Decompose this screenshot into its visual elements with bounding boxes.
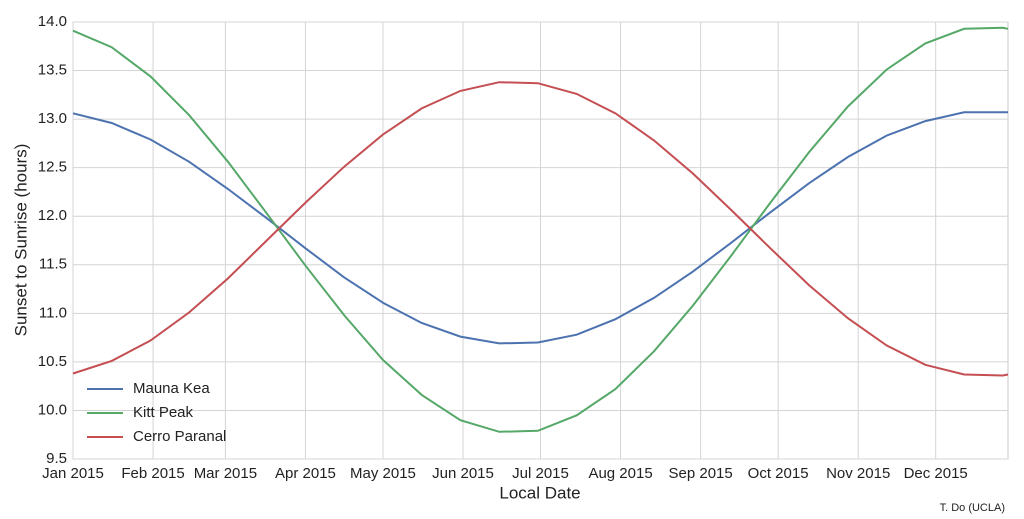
y-tick-label: 14.0 — [38, 13, 67, 30]
x-tick-label: Aug 2015 — [588, 465, 652, 482]
x-tick-label: Jan 2015 — [42, 465, 104, 482]
x-tick-label: Mar 2015 — [194, 465, 257, 482]
legend-label: Cerro Paranal — [133, 428, 226, 445]
y-tick-label: 13.0 — [38, 110, 67, 127]
x-tick-label: Feb 2015 — [121, 465, 184, 482]
y-tick-label: 12.5 — [38, 159, 67, 176]
x-tick-label: Jun 2015 — [432, 465, 494, 482]
y-tick-label: 12.0 — [38, 207, 67, 224]
line-series — [72, 111, 1008, 345]
x-tick-label: Sep 2015 — [669, 465, 733, 482]
y-tick-label: 9.5 — [46, 450, 67, 467]
line-series — [72, 26, 1009, 433]
x-tick-label: Jul 2015 — [512, 465, 569, 482]
y-tick-label: 13.5 — [38, 62, 67, 79]
y-tick-label: 10.5 — [38, 353, 67, 370]
legend-label: Kitt Peak — [133, 404, 194, 421]
credit: T. Do (UCLA) — [940, 502, 1005, 514]
x-tick-label: Apr 2015 — [275, 465, 336, 482]
x-axis-label: Local Date — [499, 483, 580, 502]
y-tick-label: 11.5 — [39, 256, 67, 273]
x-tick-label: Nov 2015 — [826, 465, 890, 482]
x-tick-label: Oct 2015 — [748, 465, 809, 482]
legend-label: Mauna Kea — [133, 380, 210, 397]
x-tick-label: Dec 2015 — [904, 465, 968, 482]
line-series — [72, 81, 1009, 377]
x-tick-label: May 2015 — [350, 465, 416, 482]
y-tick-label: 11.0 — [39, 304, 67, 321]
y-axis-label: Sunset to Sunrise (hours) — [11, 144, 30, 337]
y-tick-label: 10.0 — [38, 401, 67, 418]
